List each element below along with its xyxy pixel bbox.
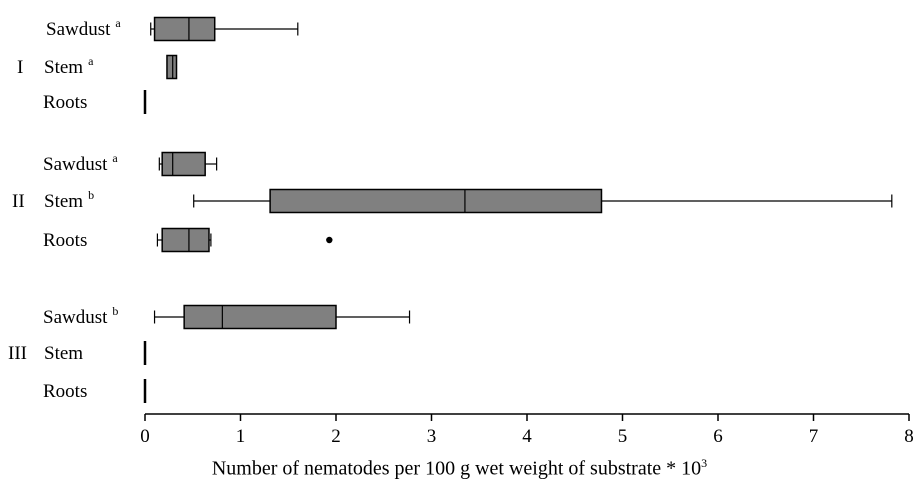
category-label: Stem a [44,54,94,78]
box [161,151,206,177]
category-label: Sawdust b [43,304,118,328]
x-tick-label: 6 [713,426,723,447]
category-label-text: Stem [44,57,83,78]
x-tick-label: 1 [236,426,246,447]
category-label-text: Sawdust [43,154,108,175]
category-label: Roots [43,230,87,251]
significance-superscript: a [88,54,94,68]
significance-superscript: b [112,304,118,318]
category-label-text: Sawdust [43,307,108,328]
x-axis-title-text: Number of nematodes per 100 g wet weight… [211,457,702,480]
category-label: Sawdust a [43,151,118,175]
category-label-text: Sawdust [46,19,111,40]
significance-superscript: b [88,188,94,202]
group-label: III [8,343,27,364]
x-tick-label: 0 [140,426,150,447]
box [183,304,337,330]
group-label: I [17,57,23,78]
category-label-text: Roots [43,92,87,113]
x-tick-label: 4 [522,426,532,447]
category-label: Stem [44,343,83,364]
x-axis-title: Number of nematodes per 100 g wet weight… [0,456,919,481]
category-label: Roots [43,381,87,402]
significance-superscript: a [115,16,121,30]
category-label-text: Stem [44,191,83,212]
box [269,188,603,214]
category-label-text: Stem [44,343,83,364]
x-tick-label: 8 [904,426,914,447]
category-label: Stem b [44,188,94,212]
x-axis-title-exponent: 3 [701,456,708,470]
x-tick-label: 2 [331,426,341,447]
category-label-text: Roots [43,230,87,251]
category-label-text: Roots [43,381,87,402]
box [153,16,216,42]
box [166,54,178,80]
x-tick-label: 3 [427,426,437,447]
significance-superscript: a [112,151,118,165]
x-tick-label: 7 [809,426,819,447]
group-label: II [12,191,25,212]
outlier-point [326,236,333,244]
box [161,227,210,253]
category-label: Sawdust a [46,16,121,40]
x-tick-label: 5 [618,426,628,447]
category-label: Roots [43,92,87,113]
